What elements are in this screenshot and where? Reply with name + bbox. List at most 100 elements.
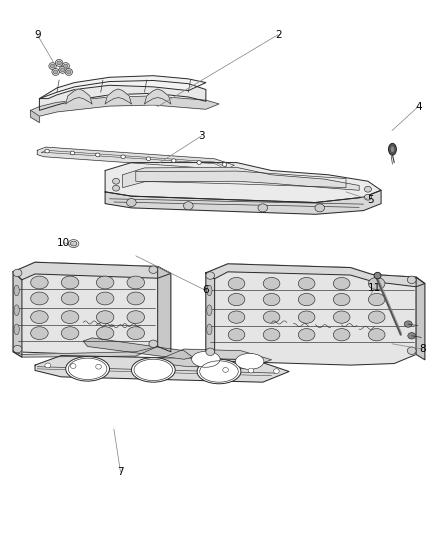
Ellipse shape	[96, 292, 114, 305]
Ellipse shape	[404, 321, 412, 327]
Ellipse shape	[368, 293, 385, 306]
Ellipse shape	[207, 285, 212, 296]
Ellipse shape	[66, 357, 110, 381]
Ellipse shape	[96, 327, 114, 340]
Text: 10: 10	[57, 238, 70, 247]
Polygon shape	[13, 272, 22, 357]
Ellipse shape	[113, 185, 120, 191]
Ellipse shape	[407, 347, 416, 354]
Polygon shape	[158, 266, 171, 352]
Ellipse shape	[407, 276, 416, 284]
Polygon shape	[39, 76, 206, 99]
Ellipse shape	[57, 61, 61, 65]
Polygon shape	[123, 167, 359, 190]
Ellipse shape	[31, 276, 48, 289]
Ellipse shape	[197, 160, 201, 165]
Ellipse shape	[96, 311, 114, 324]
Ellipse shape	[263, 293, 280, 306]
Ellipse shape	[228, 293, 245, 306]
Ellipse shape	[228, 328, 245, 341]
Polygon shape	[105, 163, 381, 203]
Ellipse shape	[67, 70, 71, 74]
Ellipse shape	[248, 368, 254, 373]
Ellipse shape	[70, 151, 74, 155]
Ellipse shape	[127, 276, 145, 289]
Ellipse shape	[408, 333, 416, 339]
Ellipse shape	[368, 311, 385, 323]
Ellipse shape	[14, 324, 19, 335]
Ellipse shape	[298, 277, 315, 290]
Polygon shape	[162, 349, 272, 369]
Ellipse shape	[172, 159, 176, 163]
Ellipse shape	[61, 292, 79, 305]
Ellipse shape	[53, 70, 58, 74]
Text: 8: 8	[419, 344, 426, 354]
Polygon shape	[31, 110, 39, 123]
Polygon shape	[206, 264, 425, 287]
Ellipse shape	[45, 363, 51, 368]
Ellipse shape	[364, 187, 371, 192]
Ellipse shape	[263, 277, 280, 290]
Text: 5: 5	[367, 195, 374, 205]
Ellipse shape	[131, 358, 175, 382]
Polygon shape	[105, 89, 131, 104]
Polygon shape	[145, 89, 171, 104]
Ellipse shape	[368, 277, 385, 290]
Ellipse shape	[62, 63, 69, 69]
Ellipse shape	[263, 311, 280, 323]
Ellipse shape	[13, 345, 22, 353]
Ellipse shape	[298, 293, 315, 306]
Ellipse shape	[60, 68, 65, 71]
Ellipse shape	[149, 340, 158, 348]
Ellipse shape	[113, 178, 120, 184]
Ellipse shape	[364, 195, 371, 200]
Ellipse shape	[333, 293, 350, 306]
Ellipse shape	[65, 68, 73, 75]
Polygon shape	[35, 356, 289, 382]
Polygon shape	[13, 262, 158, 356]
Ellipse shape	[235, 353, 264, 369]
Ellipse shape	[31, 311, 48, 324]
Ellipse shape	[273, 369, 279, 374]
Ellipse shape	[55, 60, 63, 67]
Ellipse shape	[96, 365, 102, 369]
Ellipse shape	[206, 272, 215, 279]
Ellipse shape	[368, 328, 385, 341]
Polygon shape	[105, 190, 381, 214]
Polygon shape	[31, 96, 219, 117]
Ellipse shape	[184, 201, 193, 209]
Polygon shape	[416, 277, 425, 360]
Ellipse shape	[127, 199, 136, 207]
Ellipse shape	[146, 157, 151, 160]
Ellipse shape	[258, 204, 268, 212]
Ellipse shape	[298, 311, 315, 323]
Ellipse shape	[14, 285, 19, 296]
Ellipse shape	[14, 305, 19, 316]
Ellipse shape	[49, 63, 56, 69]
Ellipse shape	[50, 64, 55, 68]
Ellipse shape	[70, 364, 76, 368]
Ellipse shape	[333, 328, 350, 341]
Ellipse shape	[223, 163, 226, 166]
Ellipse shape	[390, 146, 395, 152]
Ellipse shape	[263, 328, 280, 341]
Polygon shape	[13, 262, 171, 280]
Polygon shape	[39, 80, 206, 110]
Ellipse shape	[61, 327, 79, 340]
Ellipse shape	[68, 239, 79, 247]
Ellipse shape	[389, 143, 396, 155]
Ellipse shape	[61, 311, 79, 324]
Ellipse shape	[315, 204, 325, 212]
Ellipse shape	[52, 68, 59, 75]
Ellipse shape	[127, 292, 145, 305]
Ellipse shape	[64, 64, 68, 68]
Ellipse shape	[298, 328, 315, 341]
Ellipse shape	[61, 276, 79, 289]
Ellipse shape	[197, 359, 241, 384]
Polygon shape	[206, 273, 215, 358]
Ellipse shape	[149, 266, 158, 273]
Ellipse shape	[191, 351, 220, 367]
Ellipse shape	[45, 149, 49, 153]
Text: 2: 2	[275, 30, 282, 39]
Ellipse shape	[223, 368, 229, 373]
